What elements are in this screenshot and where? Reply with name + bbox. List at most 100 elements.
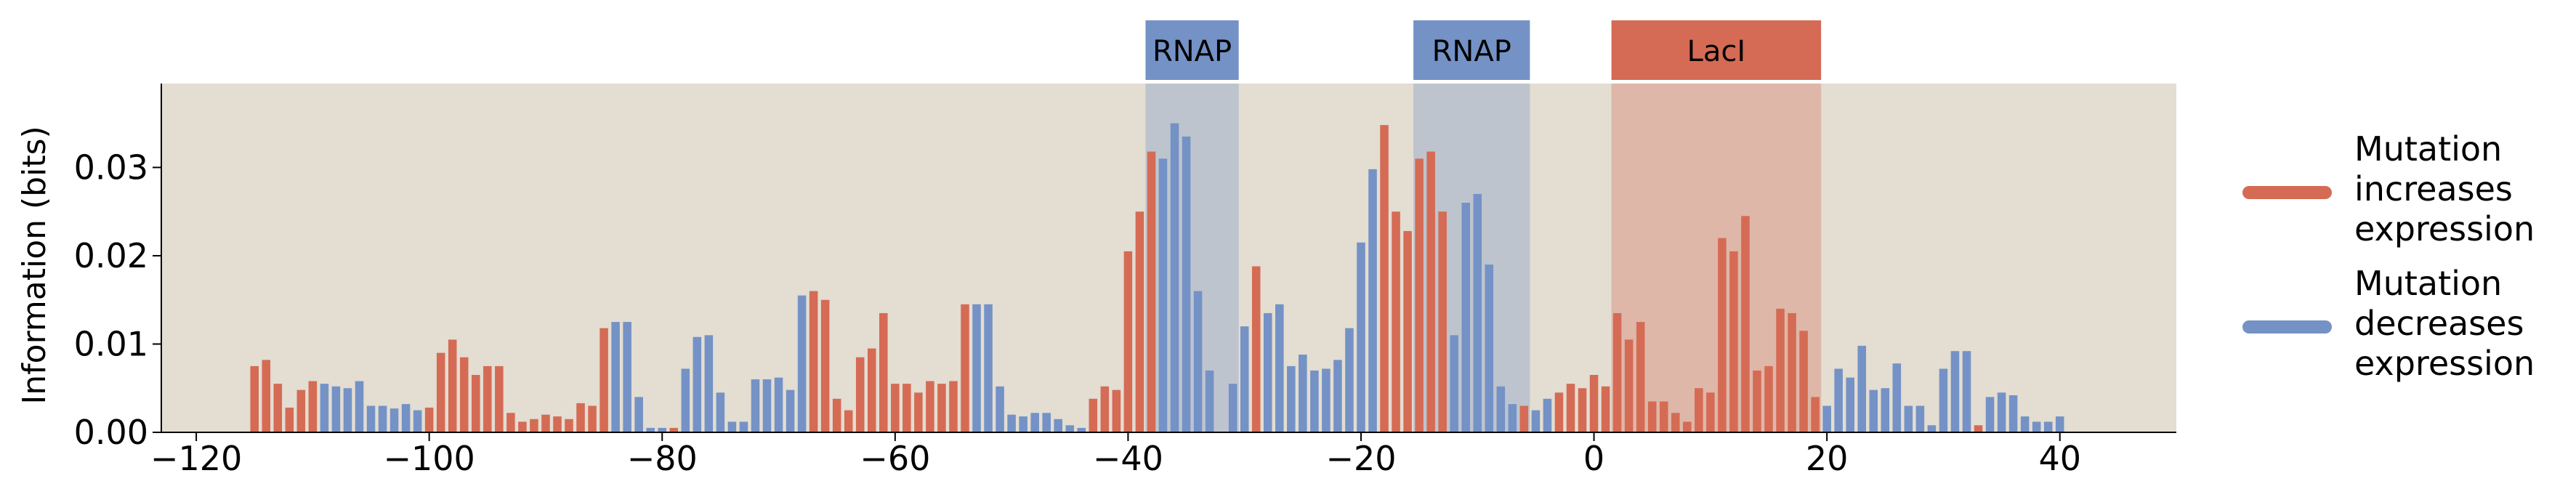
bar: [1322, 368, 1331, 432]
bar: [972, 304, 981, 432]
bar: [1263, 312, 1272, 432]
bar: [739, 421, 748, 432]
bar: [2020, 416, 2030, 432]
bar: [1380, 125, 1389, 432]
legend-label: decreases: [2354, 304, 2524, 343]
bar: [495, 365, 504, 432]
bar: [996, 386, 1004, 432]
bar: [832, 398, 841, 432]
x-tick-label: −100: [383, 439, 475, 478]
x-tick-label: 20: [1806, 439, 1849, 478]
bar: [1695, 388, 1703, 432]
bar: [1287, 365, 1296, 432]
bar: [1054, 419, 1062, 432]
bar: [553, 416, 562, 432]
bar: [308, 381, 318, 432]
bar: [1671, 413, 1680, 432]
region-label: RNAP: [1152, 35, 1232, 68]
bar: [262, 360, 271, 432]
bar: [2043, 421, 2053, 432]
region-band-laci-2: [1611, 84, 1822, 432]
bar: [1904, 405, 1913, 432]
bar: [669, 427, 679, 432]
bar: [599, 328, 608, 432]
bar: [716, 392, 725, 432]
bar: [937, 384, 946, 432]
region-headers: RNAP RNAP LacI: [1145, 20, 1822, 80]
bar: [1333, 360, 1342, 432]
bar: [727, 421, 737, 432]
bar: [1881, 388, 1890, 432]
bar: [1706, 392, 1715, 432]
bar: [378, 405, 387, 432]
bar: [693, 336, 702, 432]
bar: [413, 410, 422, 432]
bar: [1962, 351, 1971, 432]
bar: [1147, 151, 1156, 432]
bar: [903, 384, 911, 432]
bar: [1566, 384, 1575, 432]
bar: [320, 384, 329, 432]
region-bands: [1145, 84, 1822, 432]
x-tick-label: −120: [150, 439, 242, 478]
bar: [1799, 331, 1808, 432]
x-tick-label: −60: [860, 439, 930, 478]
bar: [1554, 392, 1564, 432]
y-tick-label: 0.00: [74, 413, 148, 452]
bar: [1927, 425, 1937, 432]
bar: [1228, 384, 1237, 432]
bar: [1275, 304, 1284, 432]
bar: [1065, 425, 1075, 432]
bar: [1718, 238, 1727, 432]
legend: MutationincreasesexpressionMutationdecre…: [2242, 129, 2535, 383]
bar: [1857, 345, 1866, 432]
bar: [448, 339, 457, 432]
bar: [704, 335, 714, 432]
bar: [1950, 351, 1960, 432]
bar: [762, 379, 772, 432]
bar: [1974, 425, 1983, 432]
bar: [1741, 216, 1750, 432]
bar: [1788, 312, 1796, 432]
x-axis: −120 −100 −80 −60 −40 −20 0 20 40: [150, 432, 2176, 478]
bar: [472, 375, 480, 432]
region-label: LacI: [1687, 35, 1746, 68]
bar: [1915, 405, 1925, 432]
bar: [541, 414, 550, 432]
bar: [1519, 405, 1529, 432]
region-header-rnap-1: [1413, 20, 1530, 80]
bar: [1392, 211, 1400, 432]
bar: [1042, 413, 1051, 432]
bar: [1636, 322, 1645, 432]
x-tick-label: 0: [1583, 439, 1604, 478]
bar: [1624, 339, 1634, 432]
bar: [366, 405, 376, 432]
bar: [1251, 266, 1261, 432]
bar: [797, 295, 807, 432]
x-tick-label: −80: [627, 439, 698, 478]
bar: [1415, 158, 1424, 432]
bar: [961, 304, 969, 432]
bar: [1182, 136, 1191, 433]
bar: [1753, 370, 1761, 432]
bar: [1822, 405, 1831, 432]
bar: [926, 381, 934, 432]
bar: [343, 388, 352, 432]
bar: [459, 357, 469, 432]
bar: [285, 407, 294, 432]
y-axis: 0.00 0.01 0.02 0.03: [74, 84, 162, 452]
bar: [273, 384, 283, 432]
bar: [949, 381, 958, 432]
bar: [658, 427, 667, 432]
bar: [1473, 193, 1482, 432]
legend-label: expression: [2354, 344, 2535, 383]
bar: [1729, 251, 1738, 432]
bar: [984, 304, 993, 432]
x-tick-label: −20: [1325, 439, 1396, 478]
bar: [1531, 410, 1541, 432]
bar: [1776, 308, 1785, 432]
bar: [809, 291, 818, 432]
bar: [1659, 401, 1668, 432]
bar: [1601, 386, 1610, 432]
legend-label: Mutation: [2354, 129, 2502, 169]
